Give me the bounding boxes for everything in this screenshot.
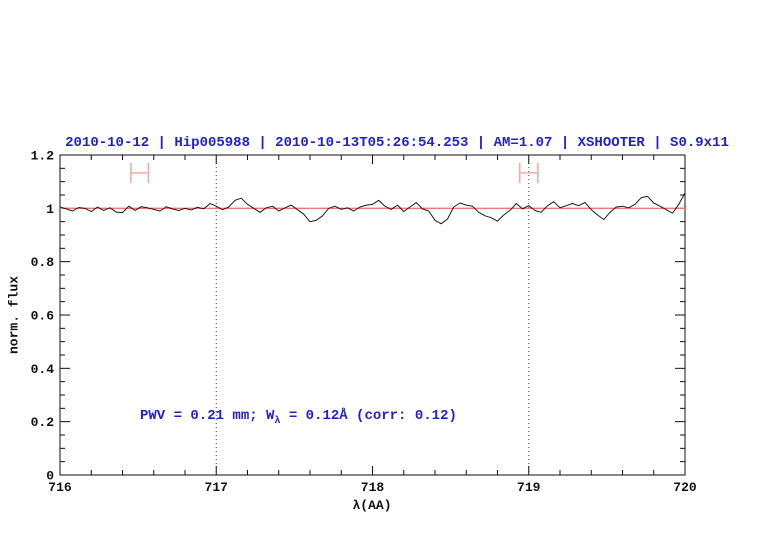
x-axis-label: λ(AA) (352, 498, 392, 513)
y-tick-label: 0 (46, 469, 54, 484)
pwv-annotation: PWV = 0.21 mm; Wλ = 0.12Å (corr: 0.12) (140, 408, 457, 427)
y-tick-label: 0.6 (31, 309, 55, 324)
y-tick-label: 0.4 (31, 362, 55, 377)
y-tick-label: 0.2 (31, 415, 55, 430)
pwv-annotation-subscript: λ (274, 415, 281, 427)
spectrum-line (59, 192, 686, 225)
telluric-marker (518, 162, 539, 183)
x-tick-label: 717 (205, 480, 228, 495)
x-tick-label: 720 (673, 480, 697, 495)
telluric-marker (130, 162, 150, 183)
x-tick-label: 718 (361, 480, 385, 495)
x-tick-label: 716 (48, 480, 72, 495)
plot-title: 2010-10-12 | Hip005988 | 2010-10-13T05:2… (65, 135, 729, 151)
y-tick-label: 0.8 (31, 255, 55, 270)
x-tick-label: 719 (517, 480, 541, 495)
y-axis-label: norm. flux (6, 275, 22, 355)
y-tick-label: 1 (46, 202, 54, 217)
pwv-annotation-prefix: PWV = 0.21 mm; W (140, 408, 275, 424)
plot-frame (59, 154, 686, 476)
y-tick-label: 1.2 (31, 149, 55, 164)
pwv-annotation-suffix: = 0.12Å (corr: 0.12) (280, 408, 457, 424)
